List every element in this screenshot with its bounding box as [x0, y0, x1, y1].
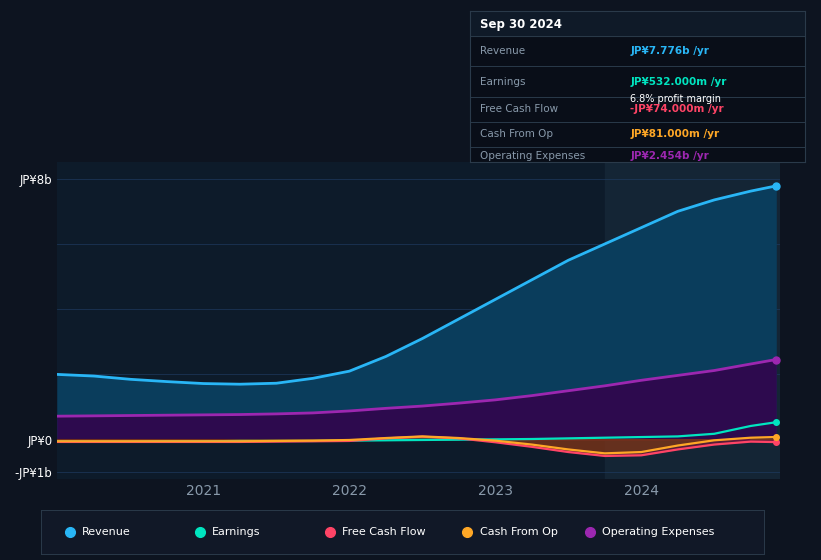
Text: Operating Expenses: Operating Expenses [479, 151, 585, 161]
Text: Operating Expenses: Operating Expenses [603, 527, 715, 537]
Text: Cash From Op: Cash From Op [479, 129, 553, 139]
Text: JP¥81.000m /yr: JP¥81.000m /yr [631, 129, 719, 139]
Text: Free Cash Flow: Free Cash Flow [479, 105, 557, 114]
Text: JP¥532.000m /yr: JP¥532.000m /yr [631, 77, 727, 86]
Text: Revenue: Revenue [82, 527, 131, 537]
Text: Free Cash Flow: Free Cash Flow [342, 527, 426, 537]
Text: Earnings: Earnings [213, 527, 261, 537]
Text: Cash From Op: Cash From Op [479, 527, 557, 537]
Text: Sep 30 2024: Sep 30 2024 [479, 18, 562, 31]
Text: JP¥7.776b /yr: JP¥7.776b /yr [631, 46, 709, 56]
Bar [605, 162, 780, 479]
Text: -JP¥74.000m /yr: -JP¥74.000m /yr [631, 105, 724, 114]
Bar [470, 11, 805, 36]
Text: 6.8% profit margin: 6.8% profit margin [631, 94, 722, 104]
Text: Earnings: Earnings [479, 77, 525, 86]
Text: JP¥2.454b /yr: JP¥2.454b /yr [631, 151, 709, 161]
Text: Revenue: Revenue [479, 46, 525, 56]
